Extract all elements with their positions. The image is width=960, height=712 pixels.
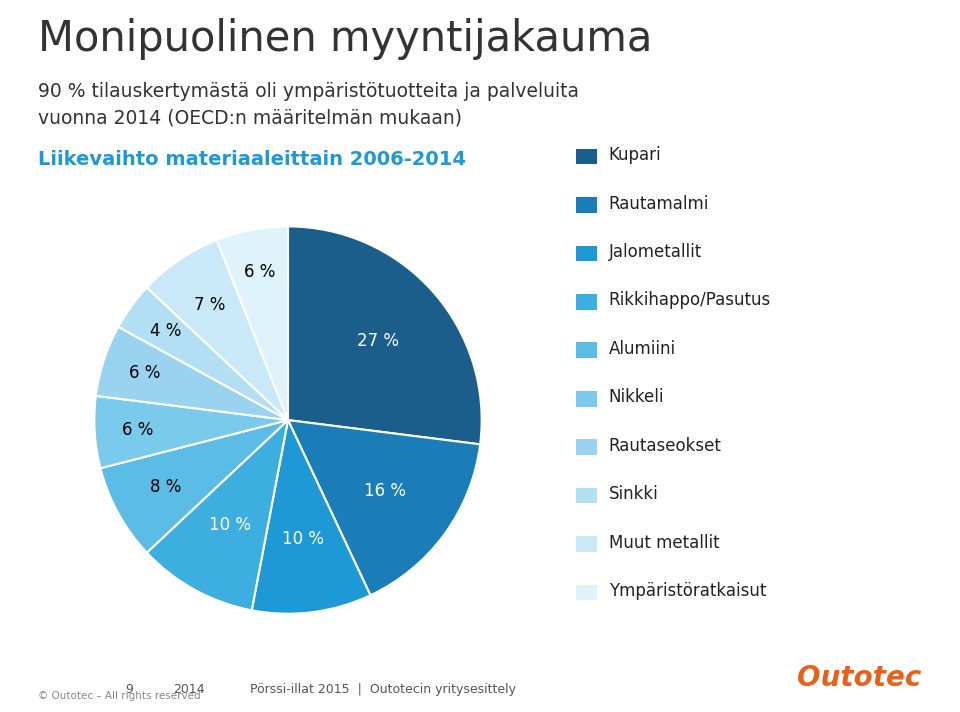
Text: 4 %: 4 % xyxy=(150,323,181,340)
Wedge shape xyxy=(101,420,288,553)
Text: Kupari: Kupari xyxy=(609,146,661,164)
Text: Pörssi-illat 2015  |  Outotecin yritysesittely: Pörssi-illat 2015 | Outotecin yritysesit… xyxy=(250,684,516,696)
Wedge shape xyxy=(118,288,288,420)
Text: Rautaseokset: Rautaseokset xyxy=(609,436,722,455)
Text: Jalometallit: Jalometallit xyxy=(609,243,702,261)
Wedge shape xyxy=(217,226,288,420)
Text: 10 %: 10 % xyxy=(282,530,324,548)
Wedge shape xyxy=(96,327,288,420)
Wedge shape xyxy=(288,226,482,444)
Wedge shape xyxy=(147,240,288,420)
Text: Monipuolinen myyntijakauma: Monipuolinen myyntijakauma xyxy=(38,18,653,60)
Text: 16 %: 16 % xyxy=(364,481,406,500)
Wedge shape xyxy=(252,420,371,614)
Text: 6 %: 6 % xyxy=(244,263,276,281)
Wedge shape xyxy=(94,396,288,468)
Text: Rautamalmi: Rautamalmi xyxy=(609,194,709,213)
Text: 6 %: 6 % xyxy=(122,421,153,439)
Text: Sinkki: Sinkki xyxy=(609,485,659,503)
Text: 7 %: 7 % xyxy=(194,295,226,314)
Text: 10 %: 10 % xyxy=(209,516,252,534)
Text: 27 %: 27 % xyxy=(357,332,399,350)
Text: Liikevaihto materiaaleittain 2006-2014: Liikevaihto materiaaleittain 2006-2014 xyxy=(38,150,467,169)
Wedge shape xyxy=(288,420,480,595)
Text: Outotec: Outotec xyxy=(797,664,922,692)
Text: 8 %: 8 % xyxy=(150,478,181,496)
Text: vuonna 2014 (OECD:n määritelmän mukaan): vuonna 2014 (OECD:n määritelmän mukaan) xyxy=(38,108,463,127)
Wedge shape xyxy=(147,420,288,610)
Text: © Outotec – All rights reserved: © Outotec – All rights reserved xyxy=(38,691,201,701)
Text: Ympäristöratkaisut: Ympäristöratkaisut xyxy=(609,582,766,600)
Text: Rikkihappo/Pasutus: Rikkihappo/Pasutus xyxy=(609,291,771,310)
Text: 9: 9 xyxy=(125,684,132,696)
Text: 90 % tilauskertymästä oli ympäristötuotteita ja palveluita: 90 % tilauskertymästä oli ympäristötuott… xyxy=(38,82,580,101)
Text: 2014: 2014 xyxy=(173,684,204,696)
Text: Nikkeli: Nikkeli xyxy=(609,388,664,407)
Text: Alumiini: Alumiini xyxy=(609,340,676,358)
Text: 6 %: 6 % xyxy=(129,365,160,382)
Text: Muut metallit: Muut metallit xyxy=(609,533,719,552)
